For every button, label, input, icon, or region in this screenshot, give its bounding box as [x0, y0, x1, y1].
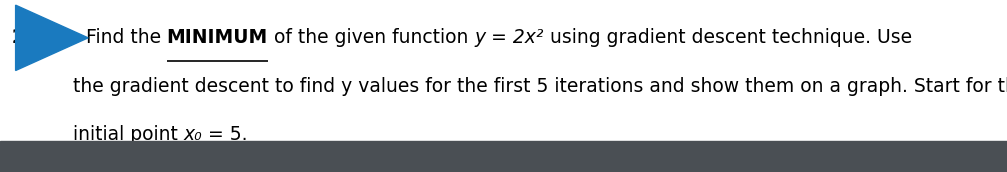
Text: initial point: initial point	[73, 125, 183, 144]
Text: of the given function: of the given function	[268, 28, 474, 47]
Polygon shape	[15, 5, 89, 71]
Bar	[0, 141, 1007, 172]
Text: using gradient descent technique. Use: using gradient descent technique. Use	[544, 28, 912, 47]
Text: y = 2x²: y = 2x²	[474, 28, 544, 47]
Text: x₀: x₀	[183, 125, 202, 144]
Text: 2.: 2.	[12, 29, 31, 47]
Text: Find the: Find the	[86, 28, 167, 47]
Text: = 5.: = 5.	[202, 125, 248, 144]
Text: MINIMUM: MINIMUM	[167, 28, 268, 47]
Text: the gradient descent to find y values for the first 5 iterations and show them o: the gradient descent to find y values fo…	[73, 77, 1007, 95]
